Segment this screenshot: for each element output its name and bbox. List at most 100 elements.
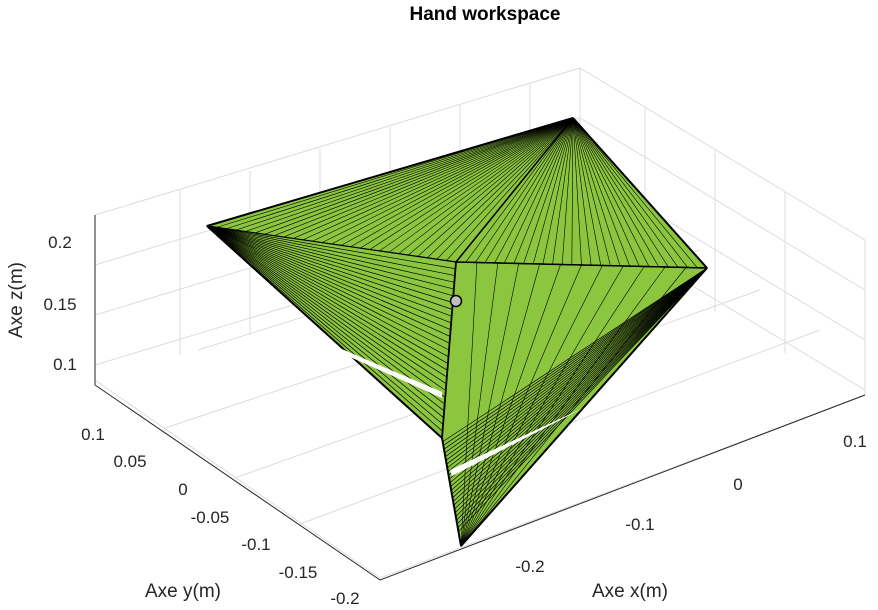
mesh-edge (206, 225, 455, 283)
mesh-edge (379, 117, 574, 252)
mesh-edge (460, 264, 582, 547)
mesh-edge (340, 117, 574, 246)
mesh-edge (273, 117, 574, 236)
y-tick-label: 0.05 (113, 452, 146, 471)
mesh-edge (572, 117, 611, 266)
mesh-edge (572, 117, 650, 267)
mesh-edge (449, 267, 708, 480)
z-tick-label: 0.2 (48, 233, 72, 252)
mesh-edge (436, 117, 574, 260)
mesh-edge (206, 225, 444, 425)
mesh-edge (451, 267, 708, 495)
mesh-edge (532, 117, 574, 264)
mesh-edge (494, 117, 574, 264)
mesh-edge (206, 225, 455, 276)
surface-gap (450, 386, 626, 476)
mesh-edge (455, 267, 708, 517)
x-tick-label: 0.1 (843, 432, 867, 451)
mesh-edge (460, 266, 645, 547)
chart-title: Hand workspace (410, 4, 561, 25)
mesh-edge (484, 117, 574, 263)
y-tick-label: -0.2 (330, 589, 359, 608)
mesh-edge (552, 117, 574, 265)
mesh-edge (454, 267, 708, 514)
mesh-edge (446, 117, 574, 261)
z-tick-label: 0.15 (43, 295, 76, 314)
mesh-edge (388, 117, 574, 253)
x-axis-label: Axe x(m) (592, 581, 668, 602)
mesh-edge (206, 225, 448, 378)
mesh-edge (206, 225, 453, 310)
mesh-edge (417, 117, 574, 257)
mesh-edge (206, 225, 451, 337)
mesh-edge (206, 225, 449, 358)
mesh-edge (442, 267, 708, 443)
mesh-edge (235, 117, 574, 231)
y-tick-label: -0.05 (191, 508, 230, 527)
y-axis-label: Axe y(m) (145, 581, 221, 602)
mesh-edge (449, 267, 708, 484)
mesh-edge (572, 117, 659, 267)
mesh-edge (455, 117, 574, 263)
mesh-edge (443, 267, 708, 446)
mesh-edge (446, 267, 708, 465)
mesh-edge (293, 117, 574, 239)
mesh-edge (448, 267, 708, 476)
mesh-edge (206, 225, 456, 270)
axes-lines (94, 215, 866, 581)
mesh-edge (571, 117, 574, 265)
mesh-edge (206, 225, 454, 297)
mesh-edge (427, 117, 574, 259)
mesh-edge (206, 225, 443, 439)
y-tick-label: 0.1 (81, 425, 105, 444)
mesh-edge (572, 117, 698, 268)
mesh-edge (206, 225, 446, 391)
mesh-edge (460, 263, 540, 547)
mesh-edge (454, 267, 708, 510)
mesh-edge (445, 267, 708, 461)
mesh-edge (206, 225, 452, 317)
mesh-edge (460, 265, 603, 547)
mesh-edge (331, 117, 574, 245)
mesh-edge (572, 117, 602, 266)
mesh-edge (513, 117, 574, 264)
mesh-edge (572, 117, 669, 268)
mesh-edge (369, 117, 574, 250)
mesh-edge (206, 225, 451, 331)
mesh-edge (444, 267, 708, 454)
surface-gap (330, 344, 442, 398)
mesh-edge (456, 267, 708, 521)
mesh-edge (206, 225, 446, 398)
mesh-edge (447, 267, 708, 469)
hand-position-marker (449, 294, 463, 308)
mesh-edge (572, 117, 621, 267)
mesh-edge (572, 117, 708, 269)
mesh-edge (206, 225, 447, 385)
mesh-edge (226, 117, 574, 230)
mesh-edge (460, 267, 687, 547)
mesh-edge (206, 225, 453, 303)
mesh-edge (206, 225, 450, 351)
mesh-edge (460, 264, 561, 547)
mesh-edge (441, 437, 462, 547)
mesh-edge (460, 263, 520, 547)
mesh-edge (572, 117, 640, 267)
mesh-edge (206, 117, 574, 227)
z-axis-label: Axe z(m) (6, 262, 27, 338)
mesh-edge (360, 117, 574, 249)
mesh-edge (245, 117, 574, 232)
x-tick-label: -0.1 (625, 515, 654, 534)
mesh-edge (460, 262, 499, 547)
mesh-edge (460, 267, 708, 547)
mesh-edge (460, 262, 478, 547)
mesh-edge (475, 117, 574, 263)
mesh-edge (350, 117, 574, 248)
mesh-edge (283, 117, 574, 238)
mesh-edge (254, 117, 574, 234)
mesh-edge (206, 225, 445, 405)
y-tick-label: -0.1 (241, 535, 270, 554)
mesh-edge (407, 117, 574, 256)
mesh-edge (321, 117, 574, 243)
mesh-edge (542, 117, 574, 265)
